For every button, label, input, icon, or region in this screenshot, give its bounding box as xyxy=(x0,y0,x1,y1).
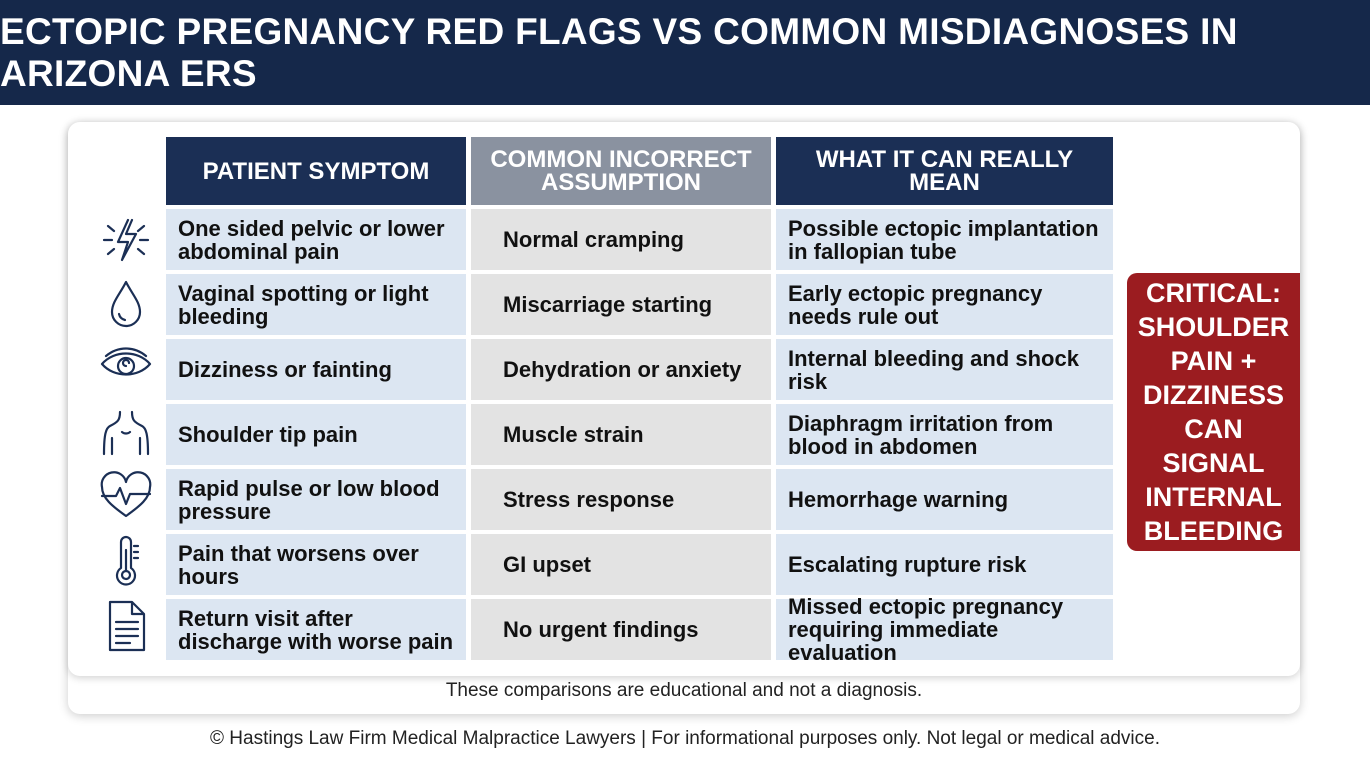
table-cell: Diaphragm irritation from blood in abdom… xyxy=(776,404,1113,465)
table-cell: No urgent findings xyxy=(471,599,771,660)
title: ECTOPIC PREGNANCY RED FLAGS VS COMMON MI… xyxy=(0,10,1238,94)
table-cell: GI upset xyxy=(471,534,771,595)
table-cell: Dizziness or fainting xyxy=(166,339,466,400)
table-cell: Escalating rupture risk xyxy=(776,534,1113,595)
callout: CRITICAL: SHOULDER PAIN + DIZZINESS CAN … xyxy=(1127,273,1300,551)
drop-icon xyxy=(110,280,142,328)
table-cell: Normal cramping xyxy=(471,209,771,270)
column-header: PATIENT SYMPTOM xyxy=(166,137,466,205)
title-bar: ECTOPIC PREGNANCY RED FLAGS VS COMMON MI… xyxy=(0,0,1370,105)
document-icon xyxy=(108,600,146,652)
table-cell: Missed ectopic pregnancy requiring immed… xyxy=(776,595,1113,664)
pain-icon xyxy=(102,218,150,262)
table-cell: Hemorrhage warning xyxy=(776,469,1113,530)
table-cell: Possible ectopic implantation in fallopi… xyxy=(776,209,1113,270)
footer: © Hastings Law Firm Medical Malpractice … xyxy=(210,728,1160,749)
table-cell: One sided pelvic or lower abdominal pain xyxy=(166,209,466,270)
table: PATIENT SYMPTOM COMMON INCORRECT ASSUMPTI… xyxy=(166,137,1113,664)
heart-icon xyxy=(100,471,152,518)
table-cell: Muscle strain xyxy=(471,404,771,465)
table-cell: Early ectopic pregnancy needs rule out xyxy=(776,274,1113,335)
table-cell: Rapid pulse or low blood pressure xyxy=(166,469,466,530)
table-cell: Miscarriage starting xyxy=(471,274,771,335)
column-header: COMMON INCORRECT ASSUMPTION xyxy=(471,137,771,205)
table-cell: Dehydration or anxiety xyxy=(471,339,771,400)
dizzy-icon xyxy=(100,347,152,376)
table-cell: Vaginal spotting or light bleeding xyxy=(166,274,466,335)
column-header: WHAT IT CAN REALLY MEAN xyxy=(776,137,1113,205)
thermometer-icon xyxy=(115,535,140,586)
table-cell: Stress response xyxy=(471,469,771,530)
table-cell: Return visit after discharge with worse … xyxy=(166,599,466,660)
table-cell: Shoulder tip pain xyxy=(166,404,466,465)
table-cell: Pain that worsens over hours xyxy=(166,534,466,595)
table-cell: Internal bleeding and shock risk xyxy=(776,339,1113,400)
shoulder-icon xyxy=(102,410,150,456)
note: These comparisons are educational and no… xyxy=(445,680,923,701)
